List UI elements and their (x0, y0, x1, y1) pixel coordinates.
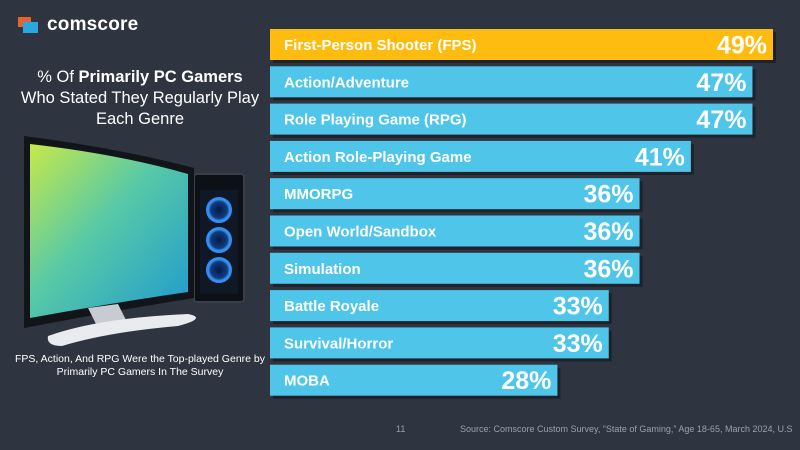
value-label: 47% (696, 69, 746, 97)
headline-suffix: Who Stated They Regularly Play Each Genr… (20, 89, 260, 128)
headline-bold: Primarily PC Gamers (78, 68, 243, 86)
bar-shadow (273, 330, 612, 362)
value-label: 49% (717, 32, 767, 60)
category-label: MOBA (284, 373, 330, 390)
bar-shadow (273, 181, 643, 213)
bar-shadow (273, 367, 561, 399)
footnote: FPS, Action, And RPG Were the Top-played… (15, 353, 265, 378)
category-label: Action Role-Playing Game (284, 149, 472, 166)
category-label: Action/Adventure (284, 74, 409, 91)
bar-9 (270, 364, 558, 396)
value-label: 41% (635, 143, 685, 171)
bar-shadow (273, 255, 643, 287)
value-label: 33% (553, 293, 603, 321)
value-label: 36% (584, 255, 634, 283)
value-label: 33% (553, 330, 603, 358)
bar-shadow (273, 143, 694, 175)
bar-7 (270, 290, 609, 322)
bar-8 (270, 327, 609, 359)
bar-shadow (273, 106, 756, 138)
bar-shadow (273, 218, 643, 250)
category-label: Battle Royale (284, 298, 379, 315)
bar-5 (270, 215, 640, 247)
comscore-logo: comscore (18, 14, 138, 36)
bar-shadow (273, 69, 756, 101)
headline-prefix: % Of (37, 68, 79, 86)
gaming-pc-monitor-icon (24, 136, 245, 346)
comscore-logo-icon (18, 17, 40, 33)
category-label: Survival/Horror (284, 335, 393, 352)
chart-headline: % Of Primarily PC Gamers Who Stated They… (15, 67, 265, 130)
value-label: 36% (584, 181, 634, 209)
category-label: Simulation (284, 261, 361, 278)
bar-3 (270, 140, 691, 172)
bar-0 (270, 29, 773, 60)
bar-1 (270, 66, 753, 98)
value-label: 28% (501, 367, 551, 395)
brand-name: comscore (47, 14, 139, 35)
page-number: 11 (396, 424, 406, 434)
bar-shadow (273, 293, 612, 325)
bar-shadow (273, 32, 776, 63)
value-label: 47% (696, 106, 746, 134)
category-label: First-Person Shooter (FPS) (284, 37, 477, 54)
category-label: Open World/Sandbox (284, 224, 437, 241)
bar-2 (270, 103, 753, 135)
bar-6 (270, 252, 640, 284)
bar-4 (270, 178, 640, 210)
category-label: MMORPG (284, 186, 353, 203)
value-label: 36% (584, 218, 634, 246)
source-note: Source: Comscore Custom Survey, “State o… (460, 424, 793, 434)
category-label: Role Playing Game (RPG) (284, 112, 467, 129)
